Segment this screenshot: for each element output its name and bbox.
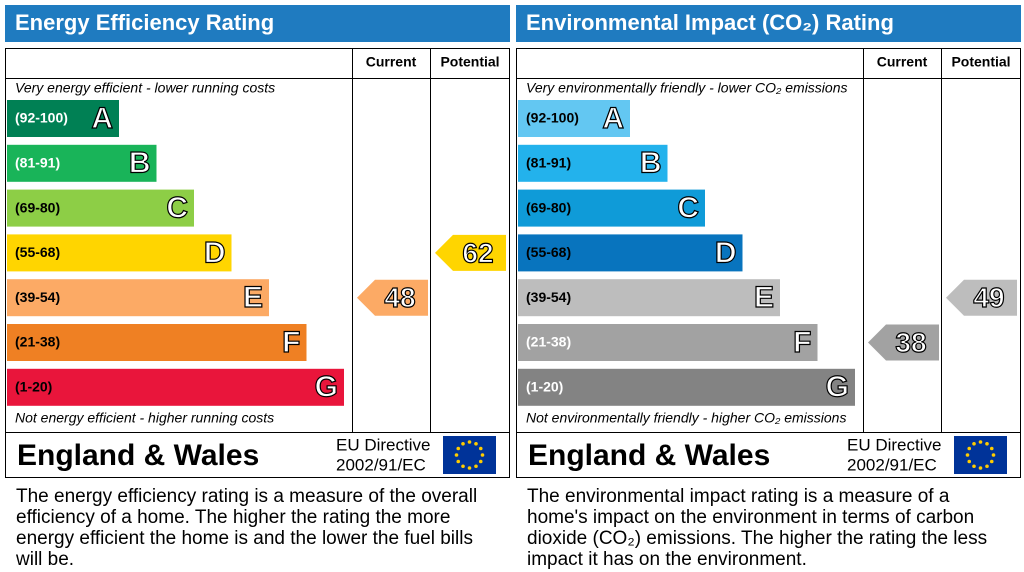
eu-star: [965, 453, 970, 457]
band-bar: [518, 144, 668, 182]
eu-star: [989, 459, 994, 464]
eu-star: [478, 459, 483, 464]
band-bar: [7, 100, 119, 137]
eu-star: [467, 466, 472, 470]
eu-star: [989, 446, 994, 451]
band-letter: B: [129, 147, 151, 180]
eu-star: [461, 464, 465, 469]
region: England & Wales: [528, 439, 770, 472]
rating-value: 38: [895, 327, 926, 358]
eu-star: [474, 464, 478, 469]
eu-star: [967, 459, 972, 464]
eu-star: [478, 446, 483, 451]
eu-star: [456, 459, 461, 464]
band-range: (69-80): [15, 199, 60, 215]
column-header: Current: [366, 54, 417, 70]
band-bar: [518, 189, 705, 227]
band-bar: [7, 279, 269, 317]
band-letter: B: [640, 147, 662, 180]
bottom-note: Not environmentally friendly - higher CO…: [526, 410, 846, 426]
band-letter: A: [91, 102, 113, 135]
eu-star: [978, 466, 983, 470]
band-range: (1-20): [15, 379, 52, 395]
eu-star: [985, 464, 989, 469]
description: The energy efficiency rating is a measur…: [16, 486, 478, 570]
rating-arrow: [946, 279, 1017, 316]
rating-value: 62: [462, 237, 493, 268]
band-bar: [7, 368, 344, 406]
band-letter: C: [166, 192, 188, 225]
rating-arrow: [357, 279, 428, 316]
directive: 2002/91/EC: [847, 455, 937, 474]
eu-star: [461, 441, 465, 446]
eu-star: [967, 446, 972, 451]
band-range: (81-91): [15, 155, 60, 171]
region: England & Wales: [17, 439, 259, 472]
eu-star: [972, 464, 976, 469]
band-range: (69-80): [526, 199, 571, 215]
column-header: Potential: [951, 54, 1010, 70]
column-header: Current: [877, 54, 928, 70]
band-range: (92-100): [15, 110, 68, 126]
band-range: (39-54): [15, 289, 60, 305]
eu-star: [474, 441, 478, 446]
band-bar: [518, 324, 818, 361]
band-bar: [7, 234, 232, 272]
directive: EU Directive: [847, 435, 941, 454]
eu-star: [972, 441, 976, 446]
description: The environmental impact rating is a mea…: [527, 486, 988, 570]
band-bar: [518, 368, 855, 406]
band-letter: C: [677, 192, 699, 225]
band-range: (55-68): [526, 244, 571, 260]
band-letter: E: [754, 281, 774, 314]
band-range: (21-38): [15, 334, 60, 350]
top-note: Very environmentally friendly - lower CO…: [526, 80, 847, 96]
band-bar: [518, 100, 630, 137]
band-letter: D: [204, 236, 226, 269]
band-range: (92-100): [526, 110, 579, 126]
band-range: (21-38): [526, 334, 571, 350]
rating-value: 48: [384, 282, 415, 313]
band-range: (39-54): [526, 289, 571, 305]
rating-value: 49: [973, 282, 1004, 313]
panel-title: Energy Efficiency Rating: [15, 10, 274, 35]
band-range: (55-68): [15, 244, 60, 260]
band-bar: [7, 144, 157, 182]
column-header: Potential: [440, 54, 499, 70]
bottom-note: Not energy efficient - higher running co…: [15, 410, 274, 426]
top-note: Very energy efficient - lower running co…: [15, 80, 275, 96]
band-bar: [518, 234, 743, 272]
eu-star: [454, 453, 459, 457]
rating-arrow: [435, 234, 506, 271]
eu-star: [978, 440, 983, 444]
title-bar: [5, 5, 510, 42]
band-letter: A: [602, 102, 624, 135]
rating-box: [516, 48, 1021, 478]
band-bar: [518, 279, 780, 317]
band-bar: [7, 324, 307, 361]
eu-star: [991, 453, 996, 457]
band-range: (81-91): [526, 155, 571, 171]
title-bar: [516, 5, 1021, 42]
directive: 2002/91/EC: [336, 455, 426, 474]
band-letter: G: [315, 371, 338, 404]
band-bar: [7, 189, 194, 227]
band-letter: F: [793, 326, 811, 359]
band-letter: E: [243, 281, 263, 314]
band-letter: G: [826, 371, 849, 404]
band-letter: F: [282, 326, 300, 359]
panel-title: Environmental Impact (CO₂) Rating: [526, 10, 894, 35]
eu-star: [480, 453, 485, 457]
eu-star: [467, 440, 472, 444]
band-range: (1-20): [526, 379, 563, 395]
directive: EU Directive: [336, 435, 430, 454]
eu-star: [985, 441, 989, 446]
rating-box: [5, 48, 510, 478]
band-letter: D: [715, 236, 737, 269]
rating-arrow: [868, 324, 939, 361]
eu-star: [456, 446, 461, 451]
